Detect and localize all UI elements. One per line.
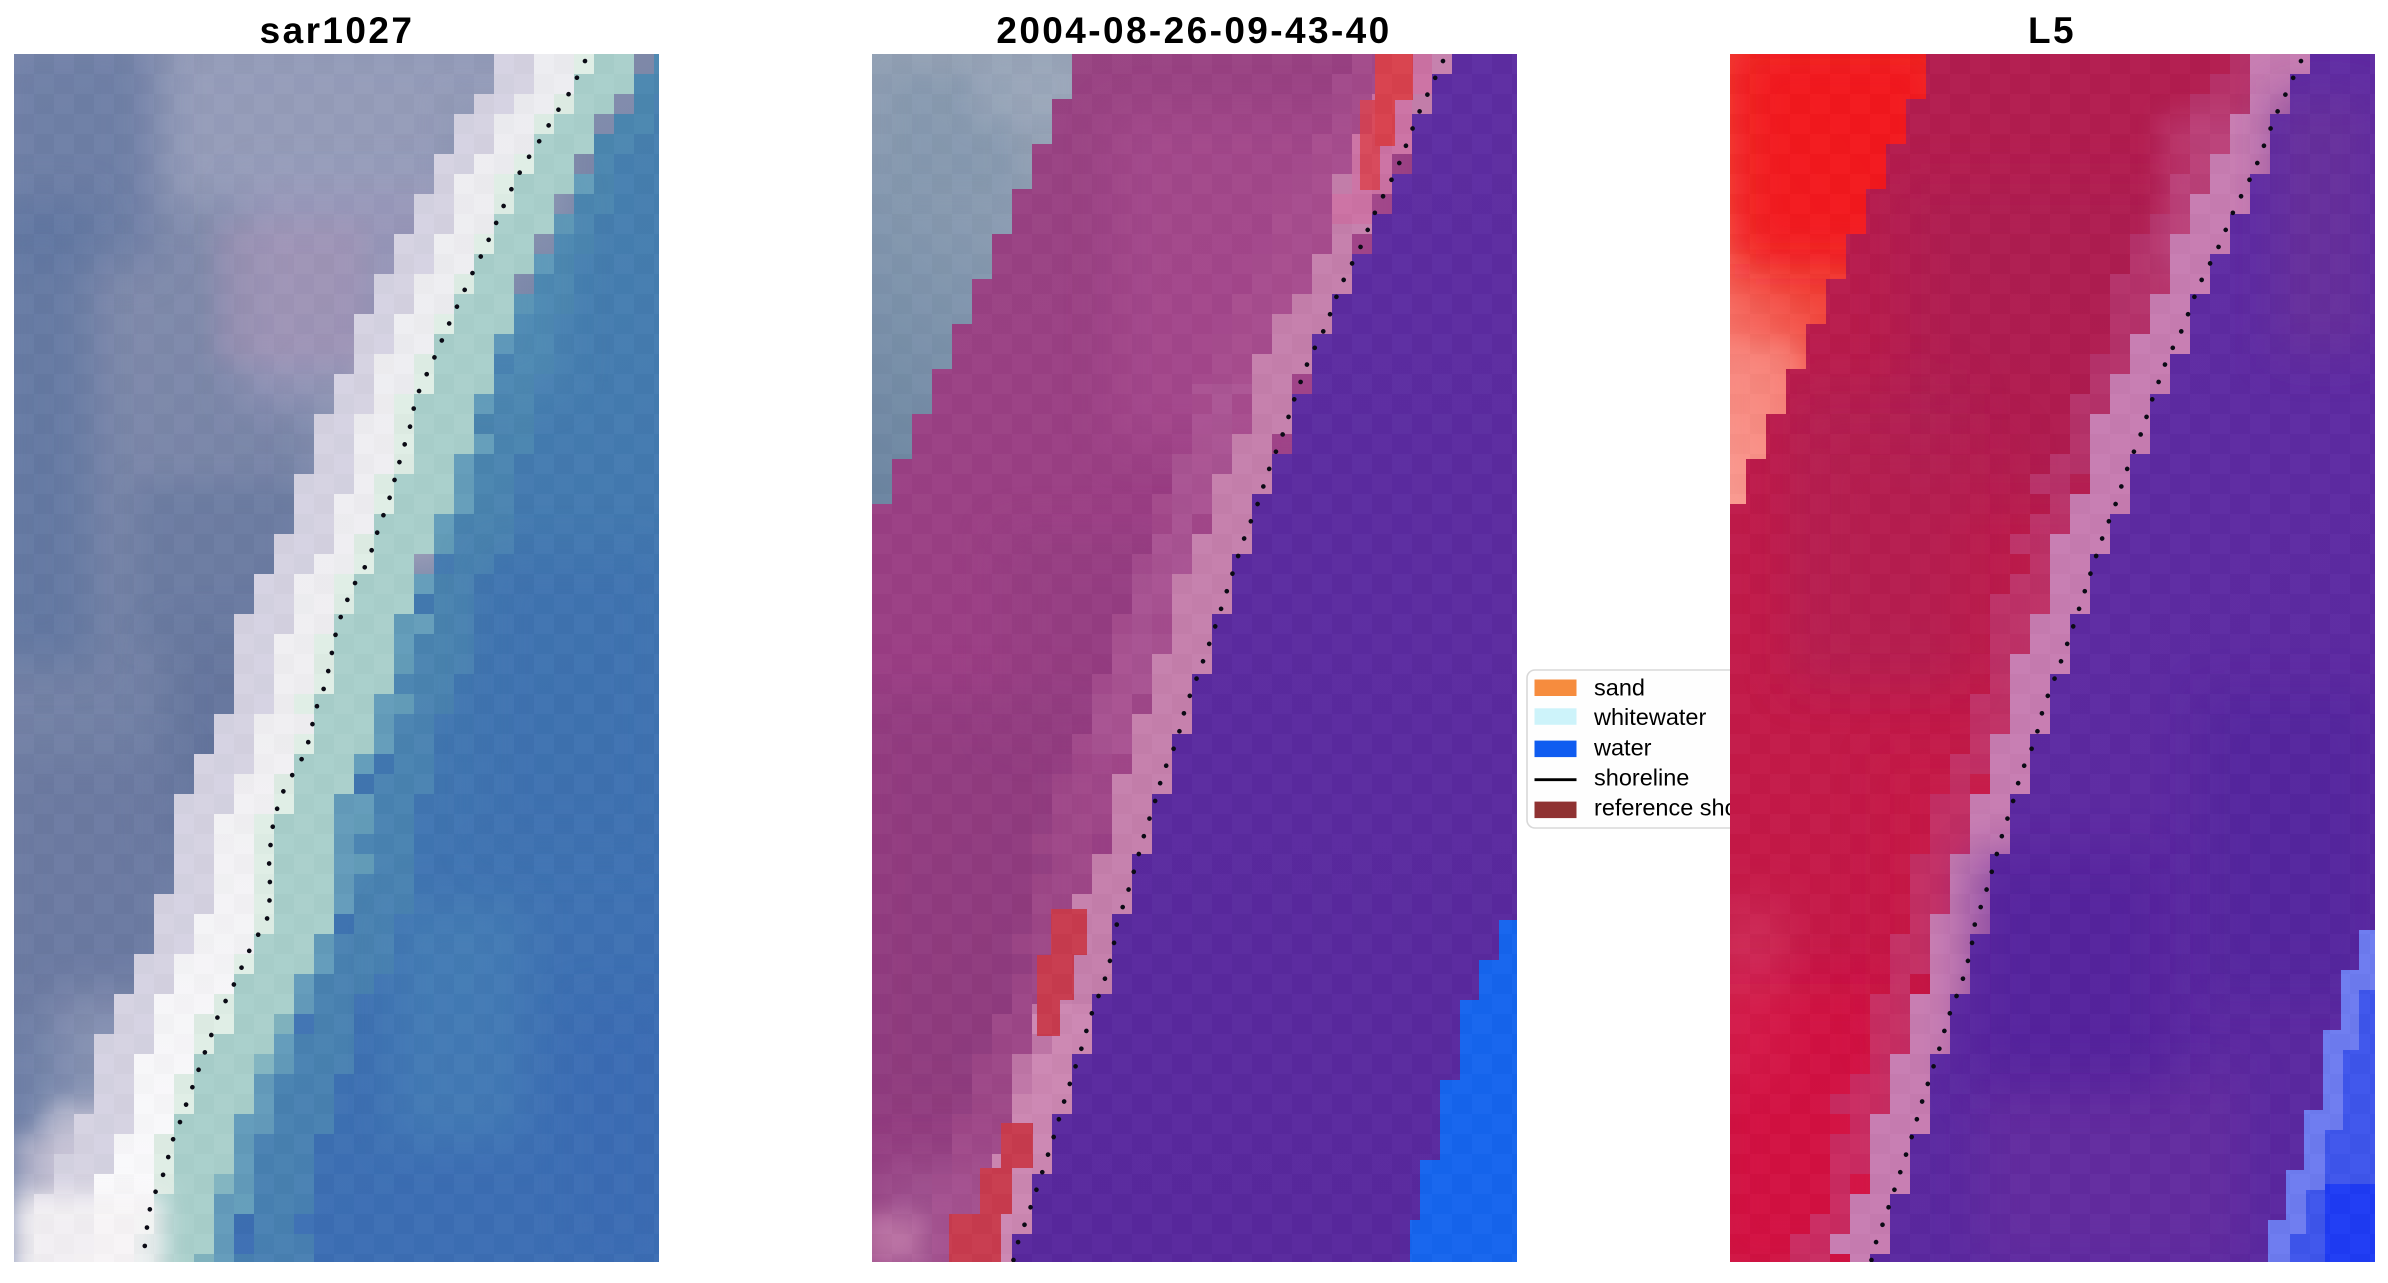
svg-text:sar1027: sar1027 [260, 10, 415, 51]
svg-text:2004-08-26-09-43-40: 2004-08-26-09-43-40 [996, 10, 1391, 51]
svg-text:whitewater: whitewater [1593, 704, 1706, 730]
svg-text:water: water [1593, 734, 1652, 760]
svg-text:shoreline: shoreline [1594, 765, 1689, 791]
svg-text:L5: L5 [2028, 10, 2076, 51]
svg-text:sand: sand [1594, 675, 1645, 701]
